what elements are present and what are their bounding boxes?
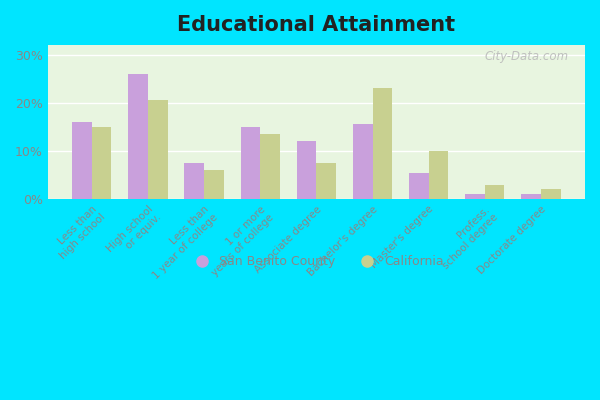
Bar [353,124,373,199]
Bar [72,122,92,199]
Bar [260,134,280,199]
Bar [541,190,560,199]
Bar [521,194,541,199]
Bar [241,127,260,199]
Title: Educational Attainment: Educational Attainment [178,15,455,35]
Bar [204,170,224,199]
Text: City-Data.com: City-Data.com [485,50,569,62]
Legend: San Benito County, California: San Benito County, California [184,250,449,273]
Bar [184,163,204,199]
Bar [316,163,336,199]
Bar [428,151,448,199]
Bar [297,141,316,199]
Bar [148,100,167,199]
Bar [409,172,428,199]
Bar [465,194,485,199]
Bar [128,74,148,199]
Bar [92,127,112,199]
Bar [373,88,392,199]
Bar [485,185,505,199]
